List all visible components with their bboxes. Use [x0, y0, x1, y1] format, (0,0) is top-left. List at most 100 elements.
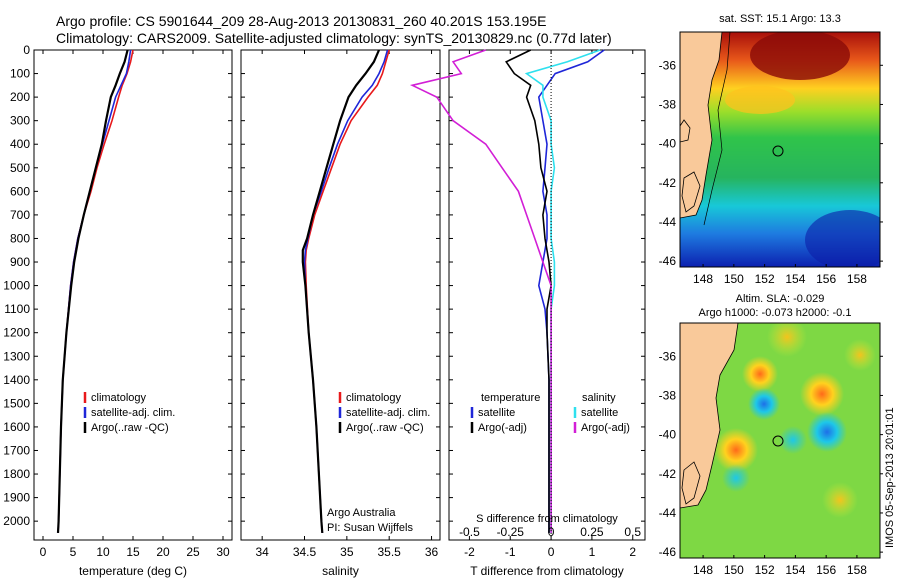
difference-legend-label: Argo(-adj): [478, 422, 527, 434]
temperature-xtick-label: 5: [70, 545, 77, 559]
sla_map-ytick-label: -36: [659, 349, 677, 363]
depth-tick-label: 1500: [3, 396, 30, 410]
sla-blob-2: [742, 356, 778, 392]
sst-isobath: [703, 32, 731, 226]
depth-tick-label: 2000: [3, 514, 30, 528]
difference-s-tick-label: -0.25: [497, 525, 525, 539]
sst_map-xtick-label: 152: [755, 272, 775, 286]
difference-frame: [448, 49, 646, 541]
depth-tick-label: 1000: [3, 279, 30, 293]
sst_map-ytick-label: -38: [659, 97, 677, 111]
salinity-series-3: [301, 49, 381, 533]
sla_map-ytick-label: -38: [659, 388, 677, 402]
salinity-panel: 34 34.5 35 35.5 36 salinity climatology satelli…: [240, 49, 441, 578]
sla-map-title-1: Altim. SLA: -0.029: [736, 293, 825, 305]
depth-tick-label: 1300: [3, 349, 30, 363]
temperature-legend-label: climatology: [91, 392, 147, 404]
salinity-xtick-label: 35.5: [378, 545, 402, 559]
temperature-xtick-label: 10: [96, 545, 110, 559]
sst_map-ytick-label: -42: [659, 176, 677, 190]
temperature-series-1: [57, 49, 134, 533]
depth-tick-label: 700: [10, 208, 30, 222]
temperature-xtick-label: 15: [126, 545, 140, 559]
depth-tick-label: 600: [10, 184, 30, 198]
sst_map-xtick-label: 150: [724, 272, 744, 286]
sla_map-xtick-label: 152: [755, 563, 775, 577]
salinity-frame: [240, 49, 441, 541]
sst-warm-patch: [725, 86, 795, 114]
sla_map-xtick-label: 158: [847, 563, 867, 577]
sst_map-ytick-label: -44: [659, 215, 677, 229]
sst-land-island: [680, 119, 691, 143]
difference-s-tick-label: 0: [548, 525, 555, 539]
difference-s-tick-label: 0.5: [624, 525, 641, 539]
salinity-legend-label: satellite-adj. clim.: [346, 407, 430, 419]
depth-tick-label: 1100: [4, 302, 30, 316]
sla_map-ytick-label: -42: [659, 467, 677, 481]
difference-s-tick-label: 0.25: [580, 525, 604, 539]
header-line-1: Argo profile: CS 5901644_209 28-Aug-2013…: [56, 13, 546, 29]
sst-argo-marker: [772, 145, 784, 157]
sst-land-mainland: [680, 32, 723, 219]
sla-blob-10: [822, 482, 858, 518]
sst-cold-patch: [805, 210, 880, 267]
sst_map-xtick-label: 148: [693, 272, 713, 286]
difference-xtick-label: 1: [589, 545, 596, 559]
salinity-xtick-label: 36: [425, 545, 439, 559]
difference-top-label: S difference from climatology: [476, 513, 618, 525]
difference-xtick-label: -2: [464, 545, 475, 559]
sla_map-xtick-label: 154: [785, 563, 805, 577]
sla-blob-3: [800, 372, 844, 416]
sla-argo-marker: [772, 435, 784, 447]
sst_map-ytick-label: -36: [659, 58, 677, 72]
depth-tick-label: 400: [10, 137, 30, 151]
sla-blob-7: [779, 426, 807, 454]
temperature-xtick-label: 30: [216, 545, 230, 559]
depth-tick-label: 900: [10, 255, 30, 269]
footer-stamp: IMOS 05-Sep-2013 20:01:01: [884, 407, 896, 548]
difference-series-2: [505, 49, 552, 533]
depth-tick-label: 1200: [3, 326, 30, 340]
temperature-legend-label: Argo(..raw -QC): [91, 422, 169, 434]
sst_map-ytick-label: -46: [659, 254, 677, 268]
sla-blob-1: [767, 323, 807, 357]
temperature-frame: [33, 49, 233, 541]
difference-s-tick-label: -0.5: [459, 525, 480, 539]
difference-xtick-label: 0: [548, 545, 555, 559]
sla_map-ytick-label: -44: [659, 506, 677, 520]
salinity-annotation-2: PI: Susan Wijffels: [327, 522, 413, 534]
sst-map-panel: sat. SST: 15.1 Argo: 13.3 148 150 152 154 15…: [659, 13, 883, 286]
temperature-series-2: [57, 49, 132, 533]
temperature-xtick-label: 25: [186, 545, 200, 559]
temperature-xlabel: temperature (deg C): [79, 564, 187, 578]
sst_map-ytick-label: -40: [659, 137, 677, 151]
temperature-panel: 0 5 10 15 20 25 30 temperature (deg C) 0 100 200 30…: [3, 43, 233, 578]
temperature-xtick-label: 0: [40, 545, 47, 559]
sla-blob-5: [748, 388, 780, 420]
difference-legend-title-salinity: salinity: [582, 392, 616, 404]
sst_map-xtick-label: 158: [847, 272, 867, 286]
difference-xtick-label: -1: [505, 545, 516, 559]
salinity-legend-label: Argo(..raw -QC): [346, 422, 424, 434]
sla-blob-4: [714, 428, 758, 472]
sla-blob-6: [807, 412, 847, 452]
sst_map-xtick-label: 154: [785, 272, 805, 286]
sla_map-ytick-label: -40: [659, 428, 677, 442]
salinity-xtick-label: 34: [255, 545, 269, 559]
sla-land-mainland: [680, 323, 739, 509]
sla-land-tasmania: [681, 461, 701, 505]
difference-series-4: [409, 49, 552, 533]
header-line-2: Climatology: CARS2009. Satellite-adjuste…: [56, 30, 612, 46]
depth-tick-label: 100: [10, 67, 30, 81]
difference-legend-label: Argo(-adj): [581, 422, 630, 434]
sst_map-xtick-label: 156: [816, 272, 836, 286]
depth-tick-label: 200: [10, 90, 30, 104]
salinity-series-2: [303, 49, 389, 533]
difference-legend-label: satellite: [581, 407, 618, 419]
sst-warm-core: [750, 32, 850, 80]
sla-map-title-2: Argo h1000: -0.073 h2000: -0.1: [699, 307, 852, 319]
sst-map-frame: [679, 31, 881, 268]
sla-blob-9: [844, 339, 876, 371]
difference-xlabel: T difference from climatology: [470, 564, 624, 578]
